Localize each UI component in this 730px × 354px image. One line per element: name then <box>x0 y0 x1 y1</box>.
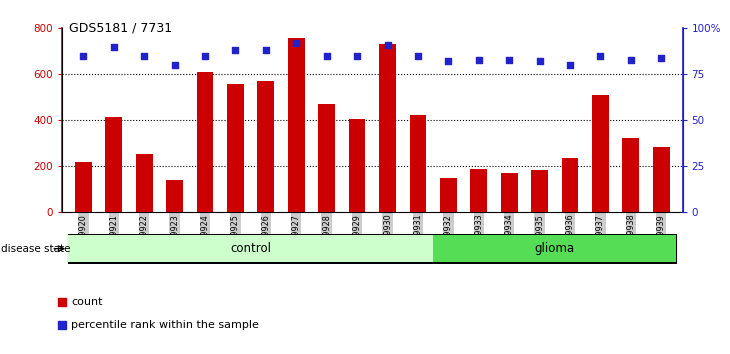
Bar <box>227 84 244 212</box>
Bar <box>434 235 676 262</box>
Point <box>534 59 545 64</box>
Point <box>625 57 637 62</box>
Bar <box>166 180 183 212</box>
Point <box>108 44 120 50</box>
Point <box>351 53 363 59</box>
Point <box>321 53 333 59</box>
Text: glioma: glioma <box>535 242 575 255</box>
Point <box>260 47 272 53</box>
Point <box>169 62 180 68</box>
Point <box>56 322 68 327</box>
Bar <box>258 81 274 212</box>
Point <box>291 40 302 46</box>
Point <box>77 53 89 59</box>
Bar <box>531 170 548 212</box>
Text: percentile rank within the sample: percentile rank within the sample <box>72 320 259 330</box>
Bar <box>653 147 669 212</box>
Point <box>473 57 485 62</box>
Bar <box>105 117 122 212</box>
Point <box>412 53 424 59</box>
Point <box>656 55 667 61</box>
Point <box>56 299 68 305</box>
Bar <box>318 104 335 212</box>
Point <box>382 42 393 48</box>
Bar <box>470 169 487 212</box>
Bar <box>69 235 433 262</box>
Point <box>564 62 576 68</box>
Bar <box>561 158 578 212</box>
Bar <box>75 162 92 212</box>
Point <box>504 57 515 62</box>
Text: GDS5181 / 7731: GDS5181 / 7731 <box>69 21 172 34</box>
Text: control: control <box>230 242 271 255</box>
Bar <box>196 72 213 212</box>
Text: count: count <box>72 297 103 307</box>
Bar <box>623 138 639 212</box>
Point <box>230 47 242 53</box>
Point <box>139 53 150 59</box>
Point <box>199 53 211 59</box>
Bar <box>288 38 304 212</box>
Point <box>595 53 607 59</box>
Bar <box>379 45 396 212</box>
Bar <box>501 173 518 212</box>
Bar <box>592 95 609 212</box>
Bar <box>136 154 153 212</box>
Bar <box>349 119 366 212</box>
Bar <box>440 178 457 212</box>
Text: disease state: disease state <box>1 244 71 254</box>
Bar <box>410 115 426 212</box>
Point <box>442 59 454 64</box>
